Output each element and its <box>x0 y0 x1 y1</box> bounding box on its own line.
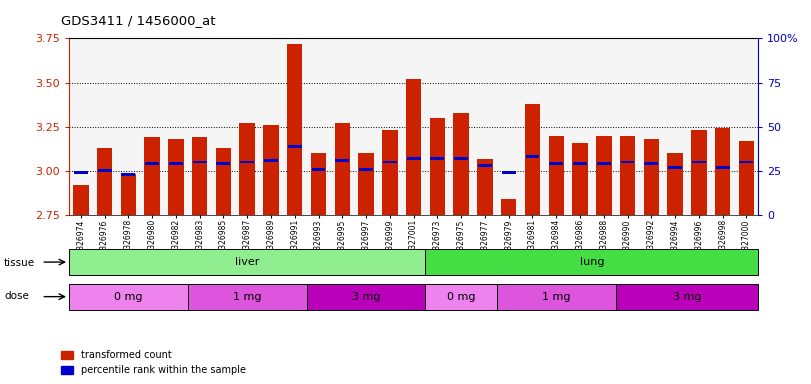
Text: 3 mg: 3 mg <box>352 291 380 302</box>
Bar <box>525 104 540 215</box>
Text: 0 mg: 0 mg <box>114 291 143 302</box>
Bar <box>548 136 564 215</box>
Bar <box>645 162 659 165</box>
Bar <box>739 141 754 215</box>
Bar <box>691 130 706 215</box>
Bar <box>667 153 683 215</box>
Bar <box>193 161 207 164</box>
Text: dose: dose <box>4 291 29 301</box>
Bar <box>97 148 112 215</box>
Text: 1 mg: 1 mg <box>542 291 570 302</box>
Text: 3 mg: 3 mg <box>672 291 702 302</box>
Bar <box>188 284 307 310</box>
Bar <box>69 249 426 275</box>
Bar <box>288 145 302 147</box>
Bar <box>121 174 136 215</box>
Bar <box>715 129 731 215</box>
Bar <box>97 169 112 172</box>
Bar <box>240 161 254 164</box>
Bar <box>406 79 422 215</box>
Bar <box>596 136 611 215</box>
Bar <box>335 159 350 162</box>
Bar <box>549 162 563 165</box>
Bar <box>431 157 444 160</box>
Bar <box>335 123 350 215</box>
Bar <box>430 118 445 215</box>
Bar <box>122 173 135 176</box>
Bar <box>477 159 492 215</box>
Bar <box>502 171 516 174</box>
Bar <box>620 161 634 164</box>
Bar <box>264 125 279 215</box>
Bar <box>406 157 421 160</box>
Bar <box>426 249 758 275</box>
Bar <box>383 161 397 164</box>
Bar <box>620 136 635 215</box>
Bar <box>239 123 255 215</box>
Bar <box>382 130 397 215</box>
Bar <box>453 113 469 215</box>
Bar <box>311 168 325 170</box>
Text: liver: liver <box>235 257 260 267</box>
Bar <box>715 166 730 169</box>
Bar <box>478 164 492 167</box>
Bar <box>307 284 426 310</box>
Bar <box>454 157 468 160</box>
Bar <box>74 171 88 174</box>
Bar <box>192 137 208 215</box>
Bar <box>69 284 188 310</box>
Text: 1 mg: 1 mg <box>233 291 261 302</box>
Bar <box>73 185 88 215</box>
Text: tissue: tissue <box>4 258 35 268</box>
Bar <box>144 137 160 215</box>
Legend: transformed count, percentile rank within the sample: transformed count, percentile rank withi… <box>58 346 250 379</box>
Bar <box>311 153 326 215</box>
Bar <box>644 139 659 215</box>
Bar <box>217 162 230 165</box>
Bar <box>497 284 616 310</box>
Bar <box>216 148 231 215</box>
Bar <box>168 139 183 215</box>
Bar <box>145 162 159 165</box>
Bar <box>668 166 682 169</box>
Text: 0 mg: 0 mg <box>447 291 475 302</box>
Bar <box>359 168 373 170</box>
Bar <box>573 142 588 215</box>
Bar <box>501 199 517 215</box>
Bar <box>358 153 374 215</box>
Bar <box>597 162 611 165</box>
Bar <box>264 159 278 162</box>
Bar <box>169 162 182 165</box>
Bar <box>692 161 706 164</box>
Bar <box>616 284 758 310</box>
Bar <box>426 284 497 310</box>
Text: GDS3411 / 1456000_at: GDS3411 / 1456000_at <box>61 14 216 27</box>
Bar <box>526 156 539 158</box>
Bar <box>740 161 753 164</box>
Text: lung: lung <box>580 257 604 267</box>
Bar <box>287 44 303 215</box>
Bar <box>573 162 587 165</box>
